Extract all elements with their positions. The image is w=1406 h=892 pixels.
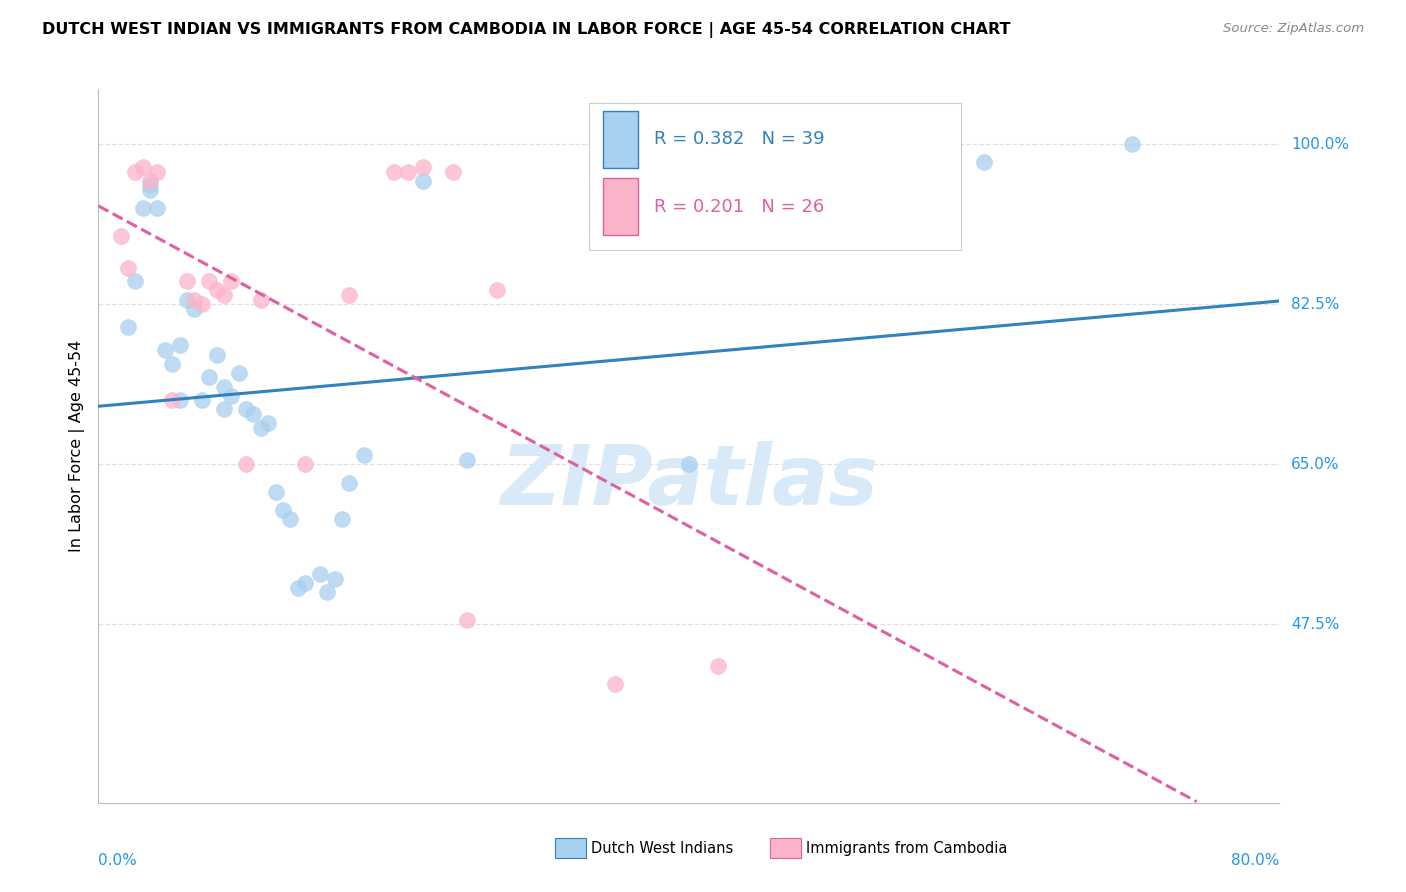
FancyBboxPatch shape — [589, 103, 960, 250]
Point — [117, 320, 139, 334]
Point — [396, 164, 419, 178]
Point — [235, 402, 257, 417]
Text: R = 0.382   N = 39: R = 0.382 N = 39 — [654, 130, 824, 148]
Point — [486, 284, 509, 298]
Point — [412, 174, 434, 188]
Point — [153, 343, 176, 357]
Text: ZIPatlas: ZIPatlas — [501, 442, 877, 522]
Point — [323, 572, 346, 586]
Point — [264, 484, 287, 499]
Point — [257, 416, 280, 430]
Point — [198, 274, 221, 288]
Point — [146, 164, 169, 178]
Point — [330, 512, 353, 526]
Text: Immigrants from Cambodia: Immigrants from Cambodia — [806, 841, 1007, 855]
Point — [235, 458, 257, 472]
Point — [162, 393, 183, 408]
Point — [132, 201, 155, 215]
Point — [176, 274, 198, 288]
Point — [212, 379, 235, 393]
Point — [294, 576, 316, 591]
Point — [316, 585, 339, 599]
Point — [287, 581, 309, 595]
Point — [242, 407, 264, 421]
Point — [212, 402, 235, 417]
Point — [117, 260, 139, 275]
Point — [973, 155, 995, 169]
Point — [382, 164, 405, 178]
Point — [456, 452, 478, 467]
Point — [198, 370, 221, 384]
Point — [124, 164, 146, 178]
Point — [605, 677, 627, 691]
Bar — [603, 178, 638, 235]
Point — [205, 347, 228, 361]
Point — [1121, 137, 1143, 152]
Point — [191, 297, 214, 311]
Point — [250, 420, 273, 434]
Point — [169, 338, 191, 352]
Point — [412, 160, 434, 174]
Text: 0.0%: 0.0% — [98, 853, 138, 868]
Point — [228, 366, 250, 380]
Point — [271, 503, 294, 517]
Y-axis label: In Labor Force | Age 45-54: In Labor Force | Age 45-54 — [69, 340, 84, 552]
Point — [250, 293, 273, 307]
Point — [132, 160, 155, 174]
Text: Source: ZipAtlas.com: Source: ZipAtlas.com — [1223, 22, 1364, 36]
Point — [183, 301, 205, 316]
Text: Dutch West Indians: Dutch West Indians — [591, 841, 733, 855]
Point — [169, 393, 191, 408]
Point — [337, 475, 360, 490]
Point — [219, 274, 243, 288]
Text: 100.0%: 100.0% — [1291, 136, 1350, 152]
Point — [162, 357, 183, 371]
Text: 47.5%: 47.5% — [1291, 617, 1340, 632]
Text: 65.0%: 65.0% — [1291, 457, 1340, 472]
Point — [176, 293, 198, 307]
Point — [441, 164, 464, 178]
Point — [124, 274, 146, 288]
Text: 80.0%: 80.0% — [1232, 853, 1279, 868]
Point — [205, 284, 228, 298]
Point — [139, 174, 162, 188]
Point — [191, 393, 214, 408]
Point — [309, 567, 332, 582]
Point — [337, 288, 360, 302]
Point — [294, 458, 316, 472]
Point — [146, 201, 169, 215]
Point — [139, 183, 162, 197]
Point — [110, 228, 132, 243]
Point — [678, 458, 700, 472]
Point — [139, 178, 162, 193]
Point — [219, 389, 243, 403]
Point — [212, 288, 235, 302]
Point — [183, 293, 205, 307]
Text: R = 0.201   N = 26: R = 0.201 N = 26 — [654, 198, 824, 216]
Point — [353, 448, 375, 462]
Text: 82.5%: 82.5% — [1291, 297, 1340, 311]
Point — [707, 658, 730, 673]
Text: DUTCH WEST INDIAN VS IMMIGRANTS FROM CAMBODIA IN LABOR FORCE | AGE 45-54 CORRELA: DUTCH WEST INDIAN VS IMMIGRANTS FROM CAM… — [42, 22, 1011, 38]
Point — [456, 613, 478, 627]
Point — [278, 512, 302, 526]
Bar — [603, 111, 638, 168]
